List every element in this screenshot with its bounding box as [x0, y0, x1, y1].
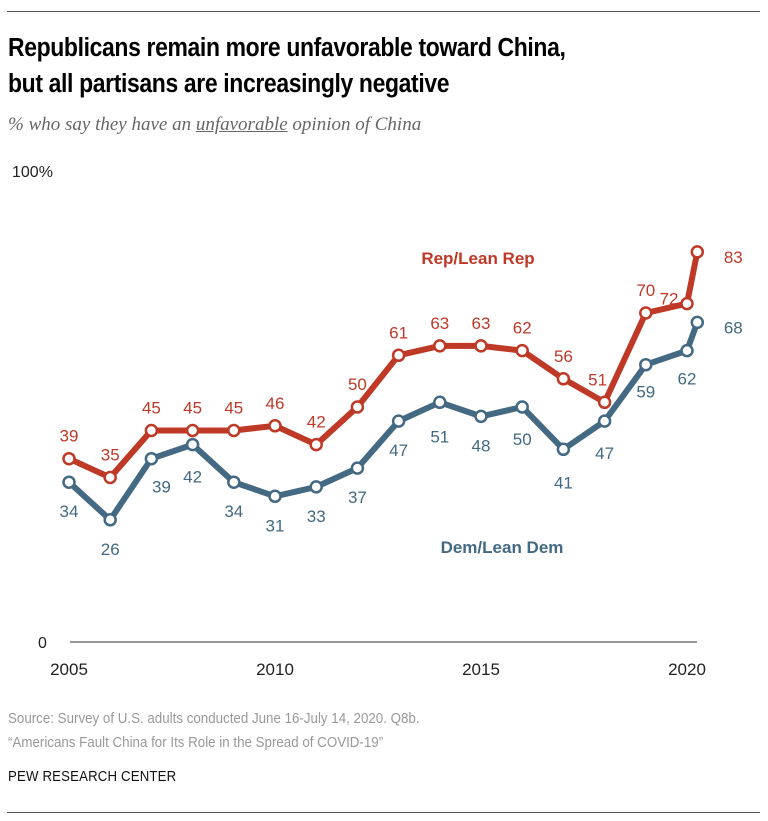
data-label-rep: 39 [60, 427, 79, 446]
data-point-rep [309, 437, 323, 452]
data-point-rep [515, 343, 529, 358]
source-line-1: Source: Survey of U.S. adults conducted … [8, 711, 420, 727]
data-label-rep: 62 [513, 319, 532, 338]
legend-label-rep: Rep/Lean Rep [421, 249, 534, 268]
data-point-dem [268, 489, 282, 504]
data-label-dem: 48 [472, 436, 491, 455]
source-note: Source: Survey of U.S. adults conducted … [8, 707, 652, 755]
data-point-rep [433, 339, 447, 353]
data-point-rep [350, 400, 365, 414]
subtitle-prefix: % who say they have an [8, 114, 196, 135]
data-point-rep [227, 423, 241, 438]
data-label-rep: 45 [142, 399, 161, 418]
data-label-rep: 72 [660, 290, 679, 309]
data-point-dem [144, 451, 159, 466]
x-tick-label: 2010 [256, 660, 294, 679]
line-chart: 0 100% 2005 2010 2015 2020 39 35 45 45 45 46 42 50 61 6… [12, 164, 743, 679]
data-point-rep [690, 245, 705, 259]
source-line-2: “Americans Fault China for Its Role in t… [8, 735, 384, 751]
data-label-rep: 45 [183, 399, 202, 418]
data-point-dem [350, 461, 365, 475]
chart-subtitle: % who say they have an unfavorable opini… [8, 114, 421, 136]
data-label-dem: 42 [183, 468, 202, 487]
data-label-dem: 39 [152, 478, 171, 497]
data-point-rep [103, 470, 117, 485]
data-label-dem: 47 [389, 441, 408, 460]
y-tick-label: 0 [38, 635, 47, 652]
data-point-rep [185, 423, 200, 438]
data-point-rep [268, 419, 282, 433]
x-tick-label: 2005 [50, 660, 88, 679]
data-point-dem [639, 357, 653, 372]
data-label-rep: 35 [101, 446, 120, 465]
data-label-dem: 51 [430, 427, 449, 446]
data-point-dem [62, 475, 76, 489]
data-point-rep [639, 306, 653, 320]
top-rule [7, 11, 760, 12]
data-label-rep: 61 [389, 323, 408, 342]
subtitle-emphasis: unfavorable [195, 114, 288, 135]
data-point-dem [185, 437, 200, 452]
data-label-rep: 46 [266, 394, 285, 413]
data-label-rep: 56 [554, 347, 573, 366]
data-point-rep [597, 395, 612, 410]
data-point-dem [597, 414, 612, 428]
data-label-rep: 42 [307, 413, 326, 432]
data-label-dem: 47 [595, 444, 614, 463]
data-point-rep [391, 348, 406, 363]
data-point-dem [474, 409, 488, 424]
x-tick-label: 2015 [462, 660, 500, 679]
data-point-rep [680, 296, 694, 311]
bottom-rule [7, 812, 760, 813]
data-label-rep: 63 [430, 314, 449, 333]
data-label-rep: 51 [588, 370, 607, 389]
data-label-dem: 33 [307, 507, 326, 526]
data-label-rep: 50 [348, 375, 367, 394]
data-label-dem: 41 [554, 473, 573, 492]
chart-title: Republicans remain more unfavorable towa… [8, 30, 764, 102]
data-label-dem: 34 [224, 502, 243, 521]
data-point-rep [556, 372, 571, 386]
data-label-rep: 45 [224, 399, 243, 418]
data-point-dem [309, 480, 323, 494]
data-point-dem [515, 400, 529, 414]
data-label-dem: 26 [101, 540, 120, 559]
data-label-dem: 34 [60, 502, 79, 521]
data-label-rep: 83 [724, 248, 743, 267]
data-label-dem: 62 [678, 370, 697, 389]
x-tick-label: 2020 [668, 660, 706, 679]
data-point-rep [144, 423, 159, 438]
data-label-dem: 37 [348, 488, 367, 507]
data-point-dem [556, 442, 571, 457]
data-point-dem [690, 315, 705, 330]
subtitle-suffix: opinion of China [287, 114, 422, 135]
y-tick-label: 100% [12, 164, 53, 181]
data-point-dem [391, 414, 406, 428]
data-label-rep: 63 [472, 314, 491, 333]
data-point-dem [103, 513, 117, 527]
data-label-dem: 68 [724, 318, 743, 337]
data-point-dem [680, 343, 694, 358]
data-label-rep: 70 [636, 281, 655, 300]
data-point-dem [227, 475, 241, 489]
data-point-dem [433, 395, 447, 410]
data-label-dem: 31 [266, 516, 285, 535]
data-point-rep [474, 339, 488, 353]
legend-label-dem: Dem/Lean Dem [441, 538, 564, 557]
data-point-rep [62, 451, 76, 466]
title-line-2: but all partisans are increasingly negat… [8, 70, 450, 98]
title-line-1: Republicans remain more unfavorable towa… [8, 34, 566, 62]
brand-logo-text: PEW RESEARCH CENTER [8, 768, 177, 785]
data-label-dem: 59 [636, 383, 655, 402]
data-label-dem: 50 [513, 430, 532, 449]
